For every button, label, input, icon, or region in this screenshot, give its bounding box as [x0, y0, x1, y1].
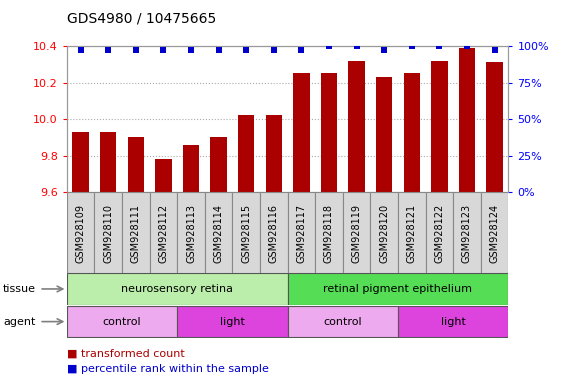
FancyBboxPatch shape — [177, 306, 288, 337]
Point — [324, 43, 333, 49]
FancyBboxPatch shape — [343, 192, 371, 273]
Text: GSM928122: GSM928122 — [435, 204, 444, 263]
Point — [76, 47, 85, 53]
Text: control: control — [103, 316, 141, 327]
FancyBboxPatch shape — [288, 192, 315, 273]
FancyBboxPatch shape — [67, 306, 177, 337]
Point — [214, 47, 223, 53]
Text: tissue: tissue — [3, 284, 36, 294]
FancyBboxPatch shape — [398, 306, 508, 337]
Text: GSM928116: GSM928116 — [269, 204, 279, 263]
Point — [379, 47, 389, 53]
Point — [297, 47, 306, 53]
Text: neurosensory retina: neurosensory retina — [121, 284, 233, 294]
FancyBboxPatch shape — [150, 192, 177, 273]
Text: GSM928111: GSM928111 — [131, 204, 141, 263]
Bar — [348, 61, 365, 192]
Text: GSM928120: GSM928120 — [379, 204, 389, 263]
Text: GSM928119: GSM928119 — [352, 204, 361, 263]
Bar — [459, 48, 475, 192]
Bar — [403, 73, 420, 192]
FancyBboxPatch shape — [94, 192, 122, 273]
Text: GSM928115: GSM928115 — [241, 204, 251, 263]
Bar — [293, 73, 310, 192]
Text: light: light — [220, 316, 245, 327]
Bar — [182, 145, 199, 192]
FancyBboxPatch shape — [371, 192, 398, 273]
Bar — [321, 73, 337, 192]
Text: GSM928124: GSM928124 — [490, 204, 500, 263]
Bar — [210, 137, 227, 192]
Point — [490, 47, 499, 53]
Point — [159, 47, 168, 53]
Text: GSM928114: GSM928114 — [214, 204, 224, 263]
Point — [407, 43, 417, 49]
Bar — [100, 132, 116, 192]
FancyBboxPatch shape — [122, 192, 150, 273]
Text: GSM928121: GSM928121 — [407, 204, 417, 263]
Text: GSM928110: GSM928110 — [103, 204, 113, 263]
Text: GDS4980 / 10475665: GDS4980 / 10475665 — [67, 12, 216, 25]
Text: GSM928112: GSM928112 — [159, 204, 168, 263]
Text: GSM928109: GSM928109 — [76, 204, 85, 263]
FancyBboxPatch shape — [425, 192, 453, 273]
Bar — [431, 61, 447, 192]
FancyBboxPatch shape — [288, 273, 508, 305]
FancyBboxPatch shape — [453, 192, 481, 273]
FancyBboxPatch shape — [177, 192, 205, 273]
Text: ■ transformed count: ■ transformed count — [67, 349, 185, 359]
Text: retinal pigment epithelium: retinal pigment epithelium — [324, 284, 472, 294]
Bar — [238, 116, 254, 192]
FancyBboxPatch shape — [232, 192, 260, 273]
FancyBboxPatch shape — [260, 192, 288, 273]
Point — [269, 47, 278, 53]
Point — [103, 47, 113, 53]
Text: GSM928123: GSM928123 — [462, 204, 472, 263]
FancyBboxPatch shape — [67, 192, 94, 273]
Point — [435, 43, 444, 49]
Point — [242, 47, 251, 53]
Bar — [266, 116, 282, 192]
Text: GSM928118: GSM928118 — [324, 204, 334, 263]
Text: control: control — [324, 316, 362, 327]
Bar — [376, 77, 393, 192]
FancyBboxPatch shape — [67, 273, 288, 305]
Text: GSM928113: GSM928113 — [186, 204, 196, 263]
Text: ■ percentile rank within the sample: ■ percentile rank within the sample — [67, 364, 268, 374]
Text: GSM928117: GSM928117 — [296, 204, 306, 263]
Point — [352, 43, 361, 49]
FancyBboxPatch shape — [315, 192, 343, 273]
FancyBboxPatch shape — [398, 192, 425, 273]
Point — [462, 43, 472, 49]
Text: light: light — [441, 316, 465, 327]
Point — [131, 47, 141, 53]
Point — [187, 47, 196, 53]
FancyBboxPatch shape — [288, 306, 398, 337]
FancyBboxPatch shape — [481, 192, 508, 273]
Bar — [127, 137, 144, 192]
Bar — [486, 63, 503, 192]
FancyBboxPatch shape — [205, 192, 232, 273]
Text: agent: agent — [3, 316, 35, 327]
Bar — [72, 132, 89, 192]
Bar — [155, 159, 172, 192]
